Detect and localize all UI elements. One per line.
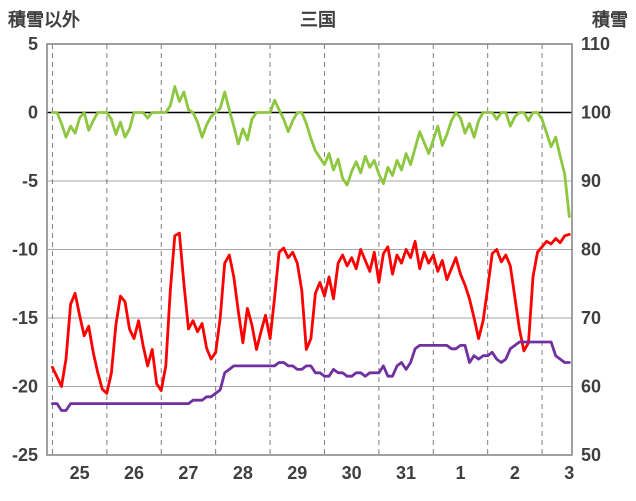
left-axis-tick-label: -10 — [12, 240, 38, 260]
x-axis-day-label: 29 — [287, 463, 307, 483]
plot-frame — [46, 43, 573, 456]
x-axis-day-label: 3 — [564, 463, 574, 483]
x-axis-day-label: 30 — [342, 463, 362, 483]
right-axis-tick-label: 60 — [581, 377, 601, 397]
x-axis-day-label: 25 — [70, 463, 90, 483]
left-axis-title: 積雪以外 — [8, 10, 80, 30]
right-axis-tick-label: 70 — [581, 308, 601, 328]
right-axis-tick-label: 110 — [581, 34, 610, 54]
x-axis-day-label: 31 — [396, 463, 416, 483]
left-axis-tick-label: -15 — [12, 308, 38, 328]
left-axis-tick-label: 5 — [28, 34, 38, 54]
left-axis-tick-label: -25 — [12, 445, 38, 465]
left-axis-tick-label: 0 — [28, 103, 38, 123]
right-axis-title: 積雪 — [592, 10, 628, 30]
x-axis-day-label: 26 — [124, 463, 144, 483]
right-axis-tick-label: 100 — [581, 103, 611, 123]
left-axis-tick-label: -20 — [12, 377, 38, 397]
series-temperature-green — [51, 85, 571, 219]
x-axis-day-label: 27 — [178, 463, 198, 483]
left-axis-tick-label: -5 — [22, 171, 38, 191]
right-axis-tick-label: 50 — [581, 445, 601, 465]
right-axis-tick-label: 80 — [581, 240, 601, 260]
right-axis-tick-label: 90 — [581, 171, 601, 191]
x-axis-day-label: 2 — [510, 463, 520, 483]
chart-title: 三国 — [300, 10, 336, 30]
x-axis-day-label: 28 — [233, 463, 253, 483]
series-snow-depth-purple — [51, 340, 571, 412]
x-axis-day-label: 1 — [455, 463, 465, 483]
series-temperature-red — [51, 231, 571, 395]
